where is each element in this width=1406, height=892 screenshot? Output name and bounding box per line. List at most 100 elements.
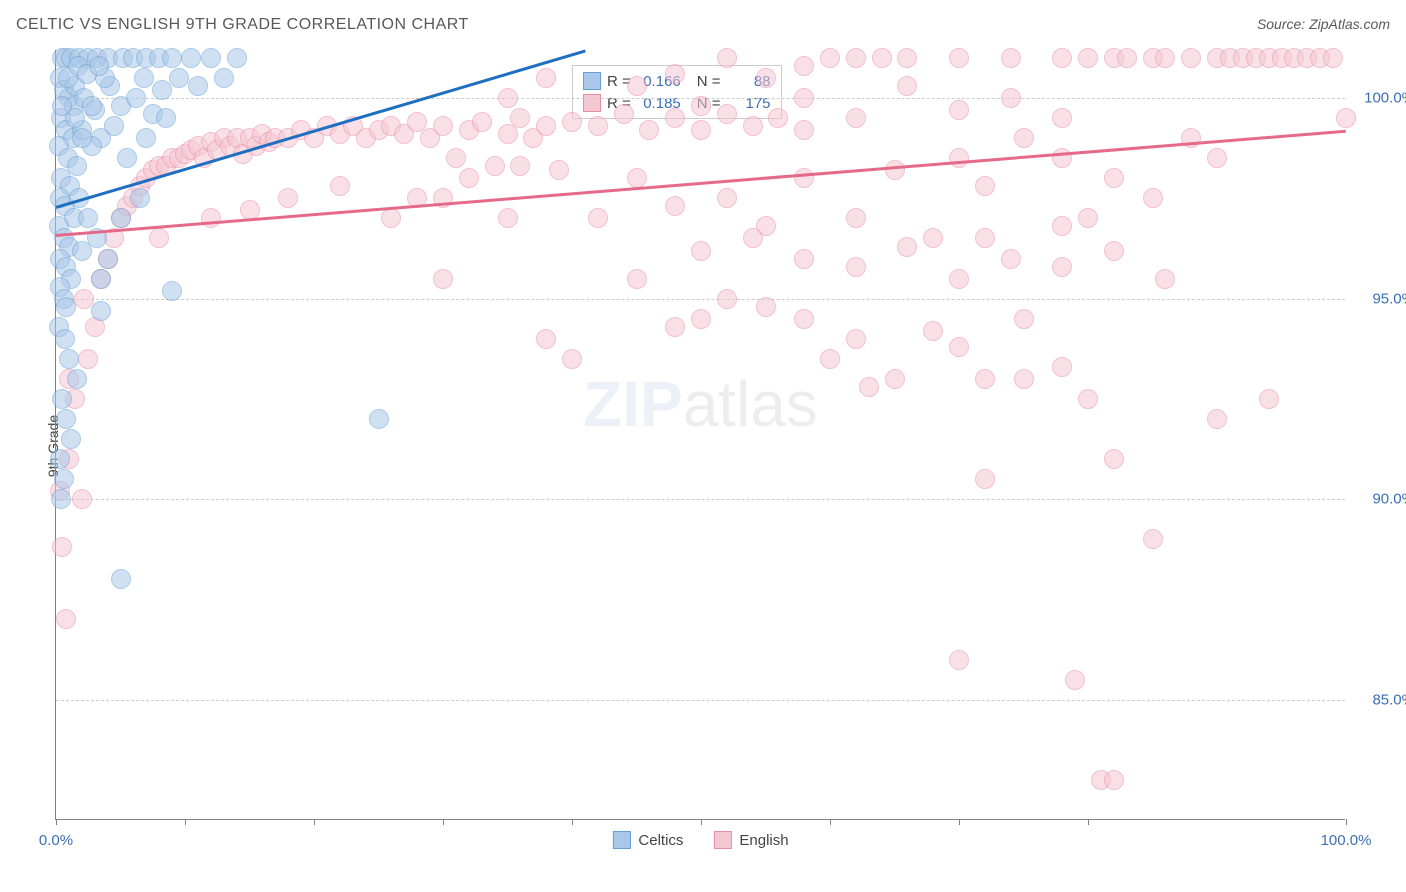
data-point (227, 48, 247, 68)
x-tick-label: 0.0% (39, 832, 73, 849)
data-point (717, 188, 737, 208)
data-point (485, 156, 505, 176)
data-point (1207, 409, 1227, 429)
data-point (1078, 208, 1098, 228)
data-point (949, 48, 969, 68)
data-point (1143, 529, 1163, 549)
data-point (201, 48, 221, 68)
data-point (50, 449, 70, 469)
y-tick-label: 85.0% (1355, 691, 1406, 708)
data-point (498, 208, 518, 228)
data-point (201, 208, 221, 228)
data-point (188, 76, 208, 96)
x-tick-mark (572, 819, 573, 825)
data-point (717, 104, 737, 124)
data-point (433, 269, 453, 289)
data-point (794, 88, 814, 108)
data-point (1078, 389, 1098, 409)
data-point (381, 208, 401, 228)
data-point (1014, 128, 1034, 148)
data-point (472, 112, 492, 132)
chart-title: CELTIC VS ENGLISH 9TH GRADE CORRELATION … (16, 16, 469, 34)
data-point (949, 337, 969, 357)
data-point (152, 80, 172, 100)
x-tick-mark (56, 819, 57, 825)
data-point (1014, 309, 1034, 329)
data-point (111, 208, 131, 228)
data-point (1143, 188, 1163, 208)
data-point (56, 409, 76, 429)
data-point (498, 124, 518, 144)
data-point (536, 329, 556, 349)
data-point (794, 309, 814, 329)
y-tick-label: 95.0% (1355, 290, 1406, 307)
data-point (111, 569, 131, 589)
data-point (1207, 148, 1227, 168)
data-point (89, 56, 109, 76)
data-point (91, 269, 111, 289)
data-point (923, 321, 943, 341)
data-point (691, 309, 711, 329)
data-point (1014, 369, 1034, 389)
legend-n-label: N = (697, 73, 721, 90)
legend-series: CelticsEnglish (612, 831, 788, 849)
legend-swatch (713, 831, 731, 849)
x-tick-mark (959, 819, 960, 825)
data-point (975, 469, 995, 489)
data-point (536, 116, 556, 136)
data-point (768, 108, 788, 128)
data-point (794, 56, 814, 76)
data-point (627, 269, 647, 289)
x-tick-mark (443, 819, 444, 825)
data-point (1104, 241, 1124, 261)
data-point (1259, 389, 1279, 409)
data-point (717, 48, 737, 68)
data-point (743, 228, 763, 248)
data-point (78, 208, 98, 228)
data-point (278, 188, 298, 208)
x-tick-mark (1088, 819, 1089, 825)
data-point (794, 120, 814, 140)
data-point (846, 208, 866, 228)
data-point (665, 196, 685, 216)
data-point (330, 176, 350, 196)
data-point (162, 281, 182, 301)
data-point (498, 88, 518, 108)
data-point (897, 76, 917, 96)
data-point (1155, 269, 1175, 289)
data-point (756, 297, 776, 317)
data-point (897, 237, 917, 257)
legend-label: English (739, 832, 788, 849)
x-tick-mark (1346, 819, 1347, 825)
data-point (665, 64, 685, 84)
data-point (691, 120, 711, 140)
data-point (169, 68, 189, 88)
data-point (562, 112, 582, 132)
data-point (975, 176, 995, 196)
data-point (72, 241, 92, 261)
data-point (820, 48, 840, 68)
legend-swatch (583, 94, 601, 112)
data-point (949, 269, 969, 289)
data-point (1117, 48, 1137, 68)
data-point (446, 148, 466, 168)
data-point (949, 148, 969, 168)
data-point (51, 489, 71, 509)
x-tick-mark (701, 819, 702, 825)
data-point (117, 148, 137, 168)
data-point (820, 349, 840, 369)
data-point (54, 469, 74, 489)
data-point (1052, 108, 1072, 128)
grid-line (56, 299, 1345, 300)
data-point (162, 48, 182, 68)
data-point (627, 168, 647, 188)
data-point (794, 249, 814, 269)
data-point (846, 329, 866, 349)
data-point (104, 116, 124, 136)
data-point (614, 104, 634, 124)
y-tick-label: 100.0% (1355, 90, 1406, 107)
data-point (588, 208, 608, 228)
data-point (872, 48, 892, 68)
data-point (52, 96, 72, 116)
data-point (1078, 48, 1098, 68)
